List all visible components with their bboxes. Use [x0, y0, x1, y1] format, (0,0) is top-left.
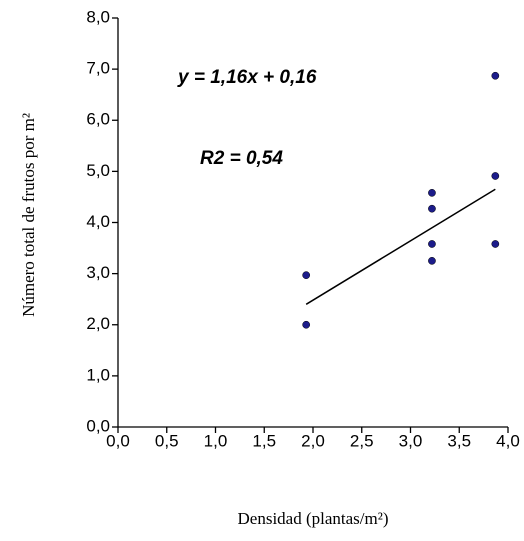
y-tick-label: 2,0	[86, 314, 110, 333]
x-tick-label: 0,0	[106, 431, 130, 450]
point	[428, 256, 436, 265]
x-tick-label: 0,5	[155, 431, 179, 450]
point	[491, 172, 500, 180]
y-tick-label: 0,0	[86, 416, 110, 435]
y-tick-label: 3,0	[86, 263, 110, 282]
x-tick-label: 2,0	[301, 431, 325, 450]
x-axis-title: Densidad (plantas/m²)	[238, 509, 389, 528]
point	[428, 240, 436, 248]
r2-annotation: R2 = 0,54	[200, 148, 283, 169]
x-tick-label: 1,0	[204, 431, 228, 450]
y-axis-title: Número total de frutos por m²	[19, 113, 38, 317]
point	[491, 240, 500, 248]
point	[491, 71, 500, 80]
x-tick-label: 4,0	[496, 431, 520, 450]
x-tick-label: 1,5	[252, 431, 276, 450]
equation-annotation: y = 1,16x + 0,16	[177, 67, 317, 88]
trend-line	[305, 188, 496, 305]
x-tick-label: 3,0	[399, 431, 423, 450]
y-tick-label: 1,0	[86, 365, 110, 384]
y-tick-label: 5,0	[86, 161, 110, 180]
point	[428, 204, 436, 213]
x-tick-label: 3,5	[447, 431, 471, 450]
y-tick-label: 7,0	[86, 59, 110, 78]
point	[428, 188, 436, 197]
x-tick-label: 2,5	[350, 431, 374, 450]
point	[302, 320, 311, 329]
y-tick-label: 6,0	[86, 110, 110, 129]
y-tick-label: 4,0	[86, 212, 110, 231]
point	[302, 271, 311, 280]
y-tick-label: 8,0	[86, 7, 110, 26]
